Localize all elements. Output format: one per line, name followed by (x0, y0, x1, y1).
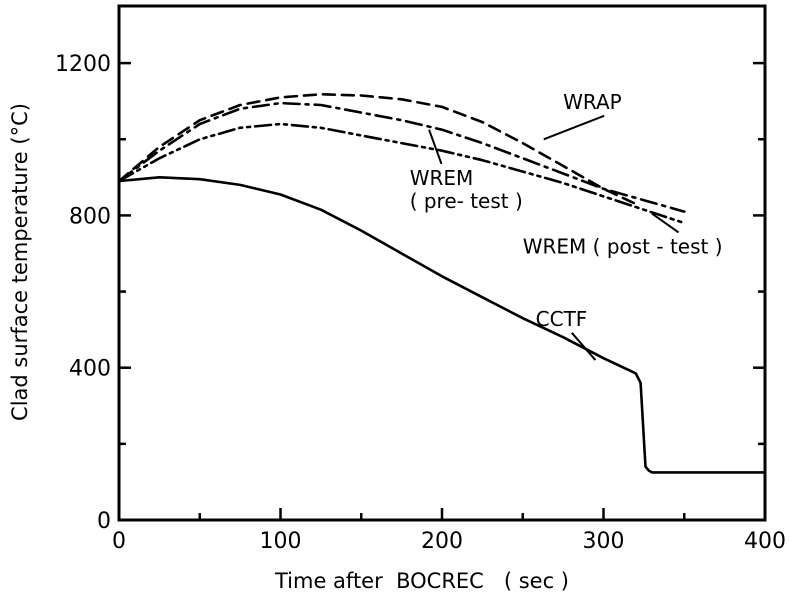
plot-frame (117, 4, 767, 522)
annotation-leader (428, 129, 443, 165)
annotation-leader (543, 114, 605, 141)
series-line-cctf (117, 176, 767, 474)
y-axis-title: Clad surface temperature (°C) (8, 103, 32, 421)
y-tick-label: 400 (69, 357, 111, 382)
series-lines (117, 93, 767, 474)
series-line-wrem-post-test- (117, 122, 686, 225)
series-line-wrem-pre-test- (117, 101, 686, 213)
tick-labels: 0 100 200 300 400 0 400 800 1200 (55, 52, 786, 554)
x-tick-label: 100 (260, 529, 302, 554)
annotation-label: WRAP (563, 90, 622, 114)
x-tick-label: 0 (112, 529, 126, 554)
annotation-label: WREM (410, 166, 474, 190)
series-line-wrap (117, 93, 638, 206)
y-tick-label: 0 (97, 509, 111, 534)
x-axis-title: Time after BOCREC ( sec ) (274, 569, 569, 593)
annotations: WRAP WREM( pre- test )WREM ( post - test … (410, 90, 723, 361)
annotation-label: WREM ( post - test ) (523, 234, 723, 258)
y-tick-label: 800 (69, 204, 111, 229)
x-tick-label: 200 (421, 529, 463, 554)
annotation-leader (651, 212, 680, 234)
x-tick-label: 400 (744, 529, 786, 554)
ticks (117, 61, 767, 522)
annotation-label: ( pre- test ) (410, 189, 523, 213)
y-tick-label: 1200 (55, 52, 111, 77)
x-tick-label: 300 (583, 529, 625, 554)
annotation-label: CCTF (536, 307, 588, 331)
annotation-leader (571, 332, 597, 361)
